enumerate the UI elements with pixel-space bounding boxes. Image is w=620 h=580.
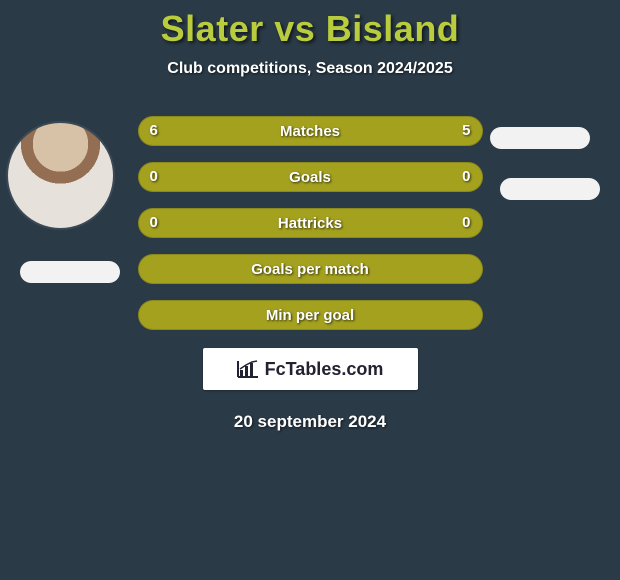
- stat-right-value: 5: [462, 116, 470, 146]
- stat-row-matches: 6 Matches 5: [0, 116, 620, 146]
- stat-label: Hattricks: [278, 215, 342, 232]
- page-title: Slater vs Bisland: [0, 0, 620, 50]
- stat-row-hattricks: 0 Hattricks 0: [0, 208, 620, 238]
- stat-bar-mpg: Min per goal: [138, 300, 483, 330]
- bar-chart-icon: [237, 360, 259, 378]
- stats-area: 6 Matches 5 0 Goals 0 0 Hattricks 0 Goals per mat…: [0, 116, 620, 330]
- stat-label: Goals: [289, 169, 331, 186]
- stat-label: Min per goal: [266, 307, 354, 324]
- generation-date: 20 september 2024: [0, 412, 620, 432]
- stat-right-value: 0: [462, 208, 470, 238]
- stat-left-value: 0: [150, 162, 158, 192]
- stat-left-value: 0: [150, 208, 158, 238]
- stat-bar-gpm: Goals per match: [138, 254, 483, 284]
- stat-right-value: 0: [462, 162, 470, 192]
- stat-row-gpm: Goals per match: [0, 254, 620, 284]
- stat-label: Goals per match: [251, 261, 369, 278]
- comparison-card: Slater vs Bisland Club competitions, Sea…: [0, 0, 620, 580]
- stat-row-goals: 0 Goals 0: [0, 162, 620, 192]
- brand-text: FcTables.com: [265, 359, 384, 380]
- stat-bar-goals: 0 Goals 0: [138, 162, 483, 192]
- stat-bar-hattricks: 0 Hattricks 0: [138, 208, 483, 238]
- page-subtitle: Club competitions, Season 2024/2025: [0, 60, 620, 78]
- stat-left-value: 6: [150, 116, 158, 146]
- stat-label: Matches: [280, 123, 340, 140]
- brand-logo[interactable]: FcTables.com: [203, 348, 418, 390]
- stat-row-mpg: Min per goal: [0, 300, 620, 330]
- stat-bar-matches: 6 Matches 5: [138, 116, 483, 146]
